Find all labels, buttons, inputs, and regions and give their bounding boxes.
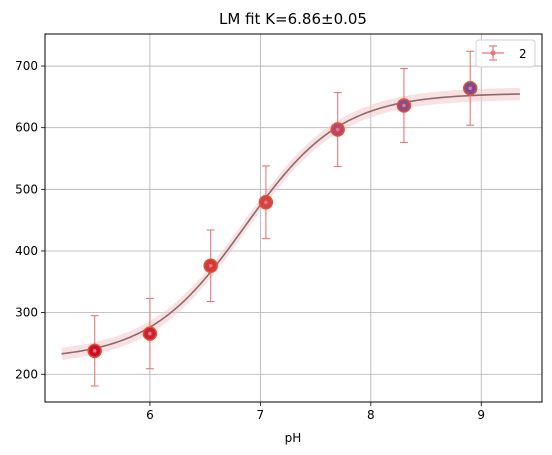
legend-marker-icon	[482, 45, 504, 61]
x-tick-label: 9	[477, 408, 485, 422]
grid-lines	[45, 34, 542, 402]
x-axis-label: pH	[285, 431, 302, 445]
y-tick-label: 400	[15, 244, 38, 258]
y-axis-ticks: 200 300 400 500 600 700	[15, 59, 45, 381]
data-point-center	[92, 349, 97, 353]
x-axis-ticks: 6 7 8 9	[146, 402, 485, 422]
data-point-center	[264, 200, 268, 205]
x-tick-label: 6	[146, 408, 154, 422]
data-point-center	[468, 86, 473, 91]
y-tick-label: 300	[15, 306, 38, 320]
y-tick-label: 200	[15, 367, 38, 381]
y-tick-label: 500	[15, 182, 38, 196]
fit-line	[61, 93, 520, 355]
chart-title: LM fit K=6.86±0.05	[219, 10, 367, 28]
x-tick-label: 8	[367, 408, 375, 422]
y-tick-label: 600	[15, 121, 38, 135]
data-points	[87, 80, 478, 359]
legend-label-series: 2	[519, 47, 527, 61]
legend: 2	[475, 39, 536, 68]
fit-curve	[61, 93, 520, 355]
y-tick-label: 700	[15, 59, 38, 73]
data-point-center	[208, 263, 213, 268]
data-point-center	[335, 127, 340, 132]
data-point-center	[402, 103, 406, 108]
plot-area-frame	[44, 33, 543, 403]
x-tick-label: 7	[257, 408, 265, 422]
data-point-center	[148, 331, 152, 336]
